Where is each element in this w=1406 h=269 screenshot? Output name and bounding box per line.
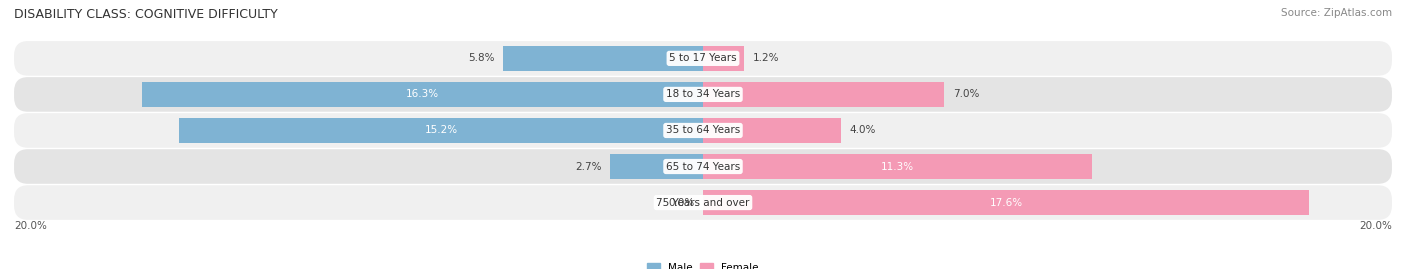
Text: 0.0%: 0.0%: [668, 197, 695, 208]
FancyBboxPatch shape: [14, 77, 1392, 112]
Text: 7.0%: 7.0%: [953, 89, 979, 100]
FancyBboxPatch shape: [14, 149, 1392, 184]
FancyBboxPatch shape: [14, 185, 1392, 220]
Legend: Male, Female: Male, Female: [647, 263, 759, 269]
Bar: [703, 190, 1309, 215]
Text: 16.3%: 16.3%: [406, 89, 439, 100]
Text: 17.6%: 17.6%: [990, 197, 1022, 208]
Text: 5 to 17 Years: 5 to 17 Years: [669, 53, 737, 63]
Text: 4.0%: 4.0%: [849, 125, 876, 136]
Bar: [703, 154, 1092, 179]
Bar: [180, 118, 703, 143]
Bar: [503, 46, 703, 71]
FancyBboxPatch shape: [14, 41, 1392, 76]
Bar: [610, 154, 703, 179]
Text: 1.2%: 1.2%: [754, 53, 779, 63]
Text: 2.7%: 2.7%: [575, 161, 602, 172]
Text: 35 to 64 Years: 35 to 64 Years: [666, 125, 740, 136]
Text: 20.0%: 20.0%: [14, 221, 46, 231]
Bar: [703, 118, 841, 143]
FancyBboxPatch shape: [14, 113, 1392, 148]
Bar: [703, 82, 945, 107]
Bar: [142, 82, 703, 107]
Text: 75 Years and over: 75 Years and over: [657, 197, 749, 208]
Text: 18 to 34 Years: 18 to 34 Years: [666, 89, 740, 100]
Text: Source: ZipAtlas.com: Source: ZipAtlas.com: [1281, 8, 1392, 18]
Text: 15.2%: 15.2%: [425, 125, 458, 136]
Text: 65 to 74 Years: 65 to 74 Years: [666, 161, 740, 172]
Bar: [703, 46, 744, 71]
Text: 11.3%: 11.3%: [882, 161, 914, 172]
Text: 20.0%: 20.0%: [1360, 221, 1392, 231]
Text: DISABILITY CLASS: COGNITIVE DIFFICULTY: DISABILITY CLASS: COGNITIVE DIFFICULTY: [14, 8, 278, 21]
Text: 5.8%: 5.8%: [468, 53, 495, 63]
